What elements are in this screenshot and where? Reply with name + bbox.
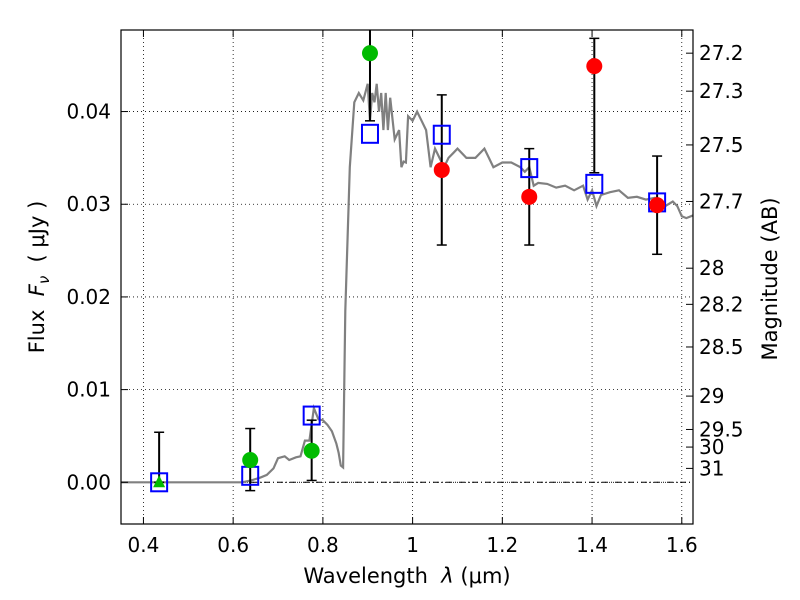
x-tick-label: 0.6	[217, 533, 249, 557]
y2-axis-label: Magnitude (AB)	[758, 197, 782, 360]
grid-lines	[121, 30, 693, 524]
x-tick-label: 1.6	[666, 533, 698, 557]
model-point-square	[150, 472, 169, 493]
model-point-square	[585, 173, 604, 194]
x-tick-label: 0.8	[307, 533, 339, 557]
x-tick-label: 1.4	[576, 533, 608, 557]
y2-tick-label: 31	[699, 456, 724, 480]
model-point-square	[432, 124, 451, 145]
y2-tick-label: 29	[699, 384, 724, 408]
y-tick-label: 0.00	[66, 470, 111, 494]
data-markers	[150, 45, 667, 493]
x-tick-label: 1	[406, 533, 419, 557]
y-tick-label: 0.02	[66, 285, 111, 309]
tick-marks	[121, 30, 693, 524]
y2-tick-label: 28.2	[699, 292, 744, 316]
model-sed-line	[121, 83, 693, 484]
y-axis-label: Flux Fν ( μJy )	[25, 201, 53, 354]
upper-limit-triangle	[153, 475, 166, 488]
y-tick-label: 0.04	[66, 100, 111, 124]
x-axis-label: Wavelength λ (μm)	[303, 564, 510, 588]
tick-labels: 0.4 0.6 0.8 1 1.2 1.4 1.6 0.00 0.01 0.02 0.03 0.04 2…	[66, 41, 743, 557]
observed-point-red	[586, 58, 603, 75]
error-bars	[154, 30, 663, 492]
y2-tick-label: 27.2	[699, 41, 744, 65]
observed-point-green	[242, 452, 259, 469]
model-point-square	[302, 405, 321, 426]
model-point-square	[520, 158, 539, 179]
y2-tick-label: 30	[699, 435, 724, 459]
y2-tick-label: 27.3	[699, 79, 744, 103]
plot-frame	[120, 29, 694, 525]
y-tick-label: 0.03	[66, 192, 111, 216]
observed-point-green	[361, 45, 378, 62]
model-point-square	[360, 123, 379, 144]
y2-tick-label: 29.5	[699, 417, 744, 441]
observed-point-red	[433, 161, 450, 178]
y2-tick-label: 28.5	[699, 335, 744, 359]
y2-tick-label: 27.7	[699, 189, 744, 213]
y-tick-label: 0.01	[66, 378, 111, 402]
y2-tick-label: 27.5	[699, 133, 744, 157]
observed-point-red	[521, 188, 538, 205]
x-tick-label: 1.2	[486, 533, 518, 557]
x-tick-label: 0.4	[128, 533, 160, 557]
observed-point-red	[649, 197, 666, 214]
observed-point-green	[303, 442, 320, 459]
y2-tick-label: 28	[699, 256, 724, 280]
